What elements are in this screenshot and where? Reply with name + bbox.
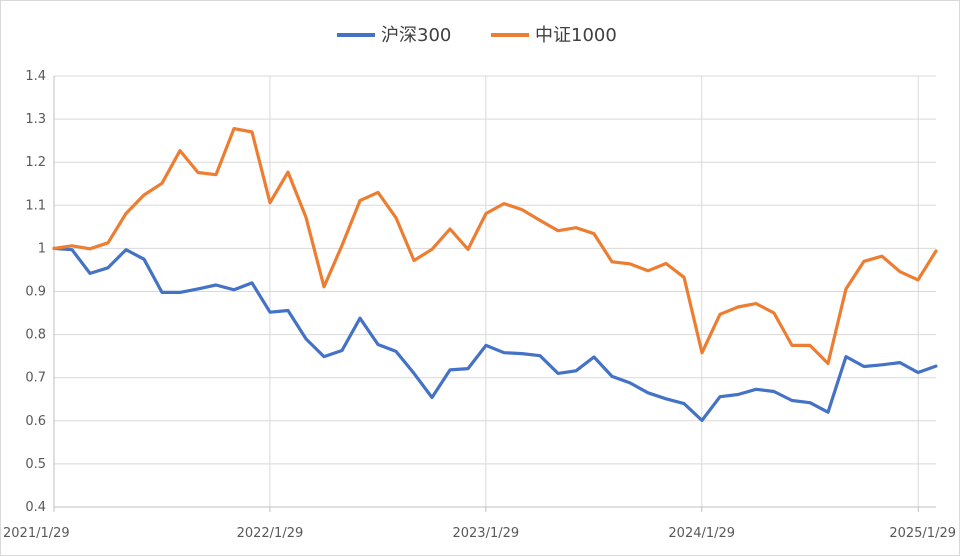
legend: 沪深300 中证1000 [337, 25, 617, 46]
y-tick-label: 0.5 [25, 457, 46, 472]
y-tick-label: 1.4 [25, 69, 46, 84]
x-tick-label: 2023/1/29 [452, 526, 519, 541]
series-line [52, 126, 938, 366]
gridlines [54, 75, 936, 508]
y-tick-label: 1 [38, 241, 46, 256]
y-tick-label: 0.4 [25, 500, 46, 515]
legend-label: 沪深300 [381, 25, 451, 46]
y-tick-label: 1.3 [25, 112, 46, 127]
y-tick-label: 1.1 [25, 198, 46, 213]
y-tick-label: 0.8 [25, 328, 46, 343]
y-tick-label: 0.9 [25, 285, 46, 300]
x-tick-label: 2024/1/29 [668, 526, 735, 541]
series-line [52, 246, 938, 422]
x-tick-label: 2022/1/29 [237, 526, 304, 541]
y-tick-label: 0.6 [25, 414, 46, 429]
legend-label: 中证1000 [535, 25, 617, 46]
axes: 0.4 0.5 0.6 0.7 0.8 0.9 1 1.1 1.2 1.3 1.4 2021/1/29… [3, 69, 956, 541]
series-lines [52, 126, 938, 422]
y-tick-label: 1.2 [25, 155, 46, 170]
x-tick-label: 2021/1/29 [3, 526, 70, 541]
x-tick-label: 2025/1/29 [889, 526, 956, 541]
y-tick-label: 0.7 [25, 371, 46, 386]
